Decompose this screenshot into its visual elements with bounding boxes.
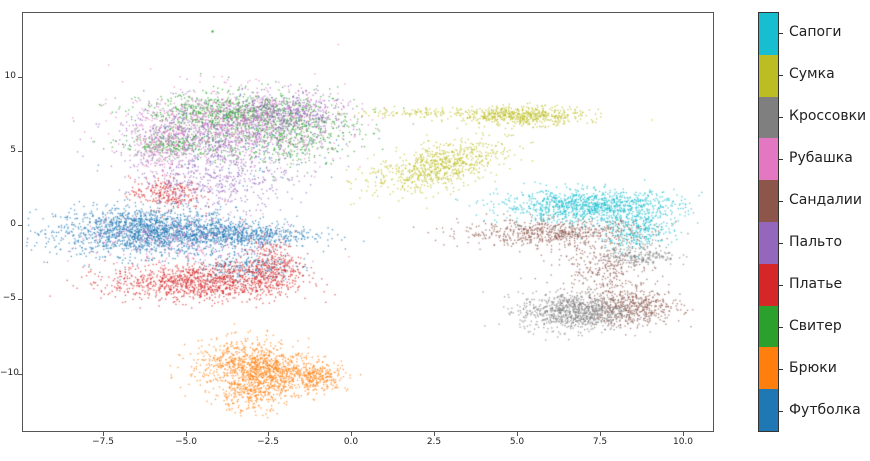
colorbar-segment-futbolka <box>759 389 778 431</box>
colorbar-label: Свитер <box>789 318 842 334</box>
colorbar-tick <box>779 159 783 160</box>
colorbar-label: Сандалии <box>789 192 862 208</box>
y-tick <box>18 374 22 375</box>
colorbar-label: Кроссовки <box>789 108 867 124</box>
x-tick-label: −7.5 <box>92 437 114 447</box>
x-tick-label: 7.5 <box>592 437 608 447</box>
colorbar-tick <box>779 411 783 412</box>
colorbar-segment-sumka <box>759 54 778 97</box>
colorbar-tick <box>779 285 783 286</box>
y-tick <box>18 151 22 152</box>
y-tick <box>18 225 22 226</box>
y-tick-label: −5 <box>2 293 16 303</box>
scatter-plot <box>22 12 714 432</box>
colorbar-segment-krossovki <box>759 96 778 139</box>
x-tick <box>434 432 435 436</box>
x-tick <box>268 432 269 436</box>
colorbar-label: Рубашка <box>789 150 853 166</box>
x-tick-label: 10.0 <box>672 437 694 447</box>
colorbar-segment-platye <box>759 263 778 306</box>
colorbar-tick <box>779 369 783 370</box>
x-tick <box>600 432 601 436</box>
colorbar-tick <box>779 201 783 202</box>
x-tick <box>351 432 352 436</box>
colorbar-tick <box>779 75 783 76</box>
x-tick-label: −2.5 <box>257 437 279 447</box>
colorbar-segment-sviter <box>759 305 778 348</box>
colorbar-segment-sandalii <box>759 180 778 222</box>
x-tick <box>683 432 684 436</box>
y-tick <box>18 77 22 78</box>
colorbar-tick <box>779 327 783 328</box>
colorbar-label: Сапоги <box>789 24 842 40</box>
colorbar <box>758 12 779 432</box>
y-tick-label: 0 <box>10 219 16 229</box>
colorbar-label: Пальто <box>789 234 843 250</box>
colorbar-segment-rubashka <box>759 138 778 181</box>
y-tick-label: 5 <box>10 145 16 155</box>
x-tick <box>103 432 104 436</box>
colorbar-tick <box>779 117 783 118</box>
x-tick <box>186 432 187 436</box>
colorbar-segment-palto <box>759 221 778 264</box>
colorbar-tick <box>779 33 783 34</box>
x-tick-label: −5.0 <box>175 437 197 447</box>
colorbar-tick <box>779 243 783 244</box>
colorbar-segment-bryuki <box>759 347 778 390</box>
y-tick-label: −10 <box>0 368 19 378</box>
colorbar-label: Сумка <box>789 66 835 82</box>
colorbar-segment-sapogi <box>759 13 778 55</box>
colorbar-label: Футболка <box>789 402 861 418</box>
x-tick-label: 2.5 <box>426 437 442 447</box>
x-tick-label: 0.0 <box>343 437 359 447</box>
x-tick-label: 5.0 <box>509 437 525 447</box>
colorbar-label: Брюки <box>789 360 837 376</box>
y-tick-label: 10 <box>4 71 16 81</box>
colorbar-label: Платье <box>789 276 843 292</box>
x-tick <box>517 432 518 436</box>
y-tick <box>18 299 22 300</box>
